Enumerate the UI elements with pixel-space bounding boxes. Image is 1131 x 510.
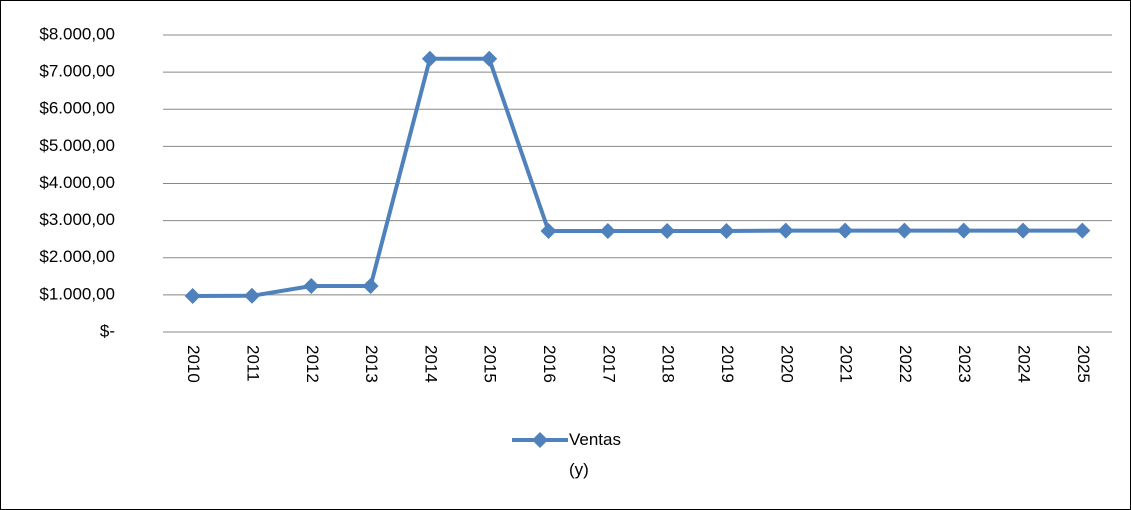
x-tick-label: 2010: [184, 345, 203, 383]
x-tick-label: 2015: [481, 345, 500, 383]
data-point: [955, 222, 972, 239]
x-tick-label: 2013: [362, 345, 381, 383]
y-tick-label: $2.000,00: [39, 247, 115, 266]
x-tick-label: 2023: [955, 345, 974, 383]
data-point: [718, 223, 735, 240]
data-point: [540, 223, 557, 240]
data-point: [1015, 222, 1032, 239]
data-point: [896, 222, 913, 239]
data-point: [659, 223, 676, 240]
x-tick-label: 2022: [896, 345, 915, 383]
legend-marker: [532, 432, 548, 448]
data-point: [243, 287, 260, 304]
x-tick-label: 2025: [1074, 345, 1093, 383]
data-point: [1074, 222, 1091, 239]
data-point: [599, 223, 616, 240]
x-tick-label: 2018: [659, 345, 678, 383]
x-tick-label: 2019: [718, 345, 737, 383]
data-point: [481, 50, 498, 67]
x-tick-label: 2014: [421, 345, 440, 383]
x-tick-label: 2012: [303, 345, 322, 383]
data-point: [421, 50, 438, 67]
y-tick-label: $8.000,00: [39, 24, 115, 43]
x-tick-label: 2016: [540, 345, 559, 383]
data-point: [777, 222, 794, 239]
y-tick-label: $1.000,00: [39, 284, 115, 303]
y-tick-label: $-: [100, 321, 115, 340]
legend-label: Ventas (y): [569, 430, 621, 479]
data-point: [184, 287, 201, 304]
y-tick-label: $4.000,00: [39, 173, 115, 192]
data-point: [303, 277, 320, 294]
y-tick-label: $6.000,00: [39, 99, 115, 118]
x-tick-label: 2020: [777, 345, 796, 383]
y-tick-label: $7.000,00: [39, 62, 115, 81]
data-point: [837, 222, 854, 239]
x-tick-label: 2021: [837, 345, 856, 383]
y-tick-label: $3.000,00: [39, 210, 115, 229]
data-point: [362, 277, 379, 294]
x-tick-label: 2024: [1015, 345, 1034, 383]
x-tick-label: 2011: [243, 345, 262, 382]
x-tick-label: 2017: [599, 345, 618, 383]
y-tick-label: $5.000,00: [39, 136, 115, 155]
series-line: [192, 56, 1083, 298]
